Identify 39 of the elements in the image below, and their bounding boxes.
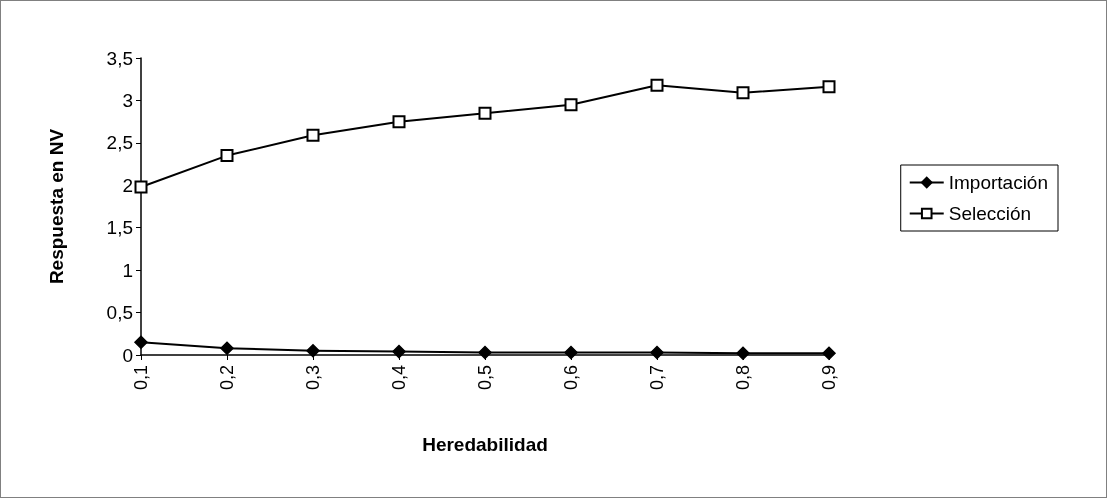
point [564,98,578,112]
point [134,180,148,194]
y-axis-title: Respuesta en NV [46,128,67,285]
point [822,346,836,361]
y-tick-label: 3 [122,89,133,111]
legend-label: Importación [948,172,1049,193]
x-tick-label: 0,9 [819,365,839,391]
y-tick-label: 2,5 [106,132,133,154]
point [650,345,664,360]
x-axis-title: Heredabilidad [422,434,548,455]
point [822,80,836,94]
x-tick-label: 0,3 [303,365,323,391]
y-tick-label: 0 [122,344,133,366]
point [220,341,234,355]
y-tick-label: 3,5 [106,47,133,69]
y-tick-label: 2 [122,174,133,196]
point [134,335,148,350]
point [736,86,750,100]
point [306,344,320,358]
x-tick-label: 0,2 [217,365,237,391]
point [306,128,320,142]
y-tick-label: 1,5 [106,217,133,239]
y-tick-label: 0,5 [106,302,133,324]
x-tick-label: 0,1 [131,365,151,391]
x-tick-label: 0,6 [561,365,581,391]
x-tick-label: 0,7 [647,365,667,391]
legend-label: Selección [948,203,1032,224]
point [478,345,492,360]
point [478,106,492,120]
x-tick-label: 0,4 [389,365,409,391]
x-tick-label: 0,5 [475,365,495,391]
point [736,346,750,361]
point [650,78,664,92]
point [564,345,578,360]
x-tick-label: 0,8 [733,365,753,391]
point [392,115,406,129]
y-tick-label: 1 [122,259,133,281]
point [392,344,406,359]
point [220,149,234,163]
